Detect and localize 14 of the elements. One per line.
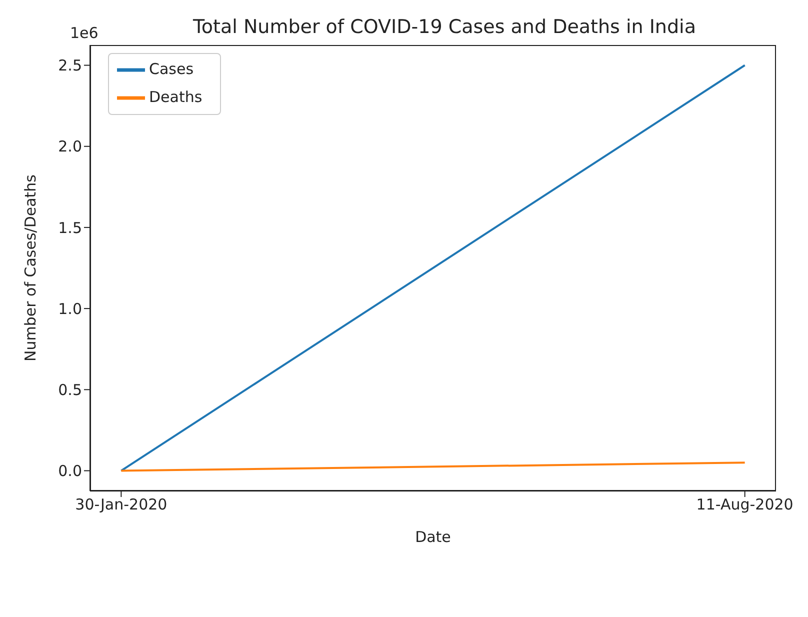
x-tick-label: 30-Jan-2020: [75, 496, 168, 514]
legend-label: Cases: [149, 60, 194, 78]
y-tick-label: 1.0: [58, 300, 82, 318]
y-tick-label: 0.5: [58, 380, 82, 399]
y-tick-label: 2.0: [58, 138, 82, 156]
x-tick-label: 11-Aug-2020: [696, 496, 794, 514]
x-axis-title: Date: [415, 528, 451, 546]
y-tick-label: 1.5: [58, 218, 82, 237]
legend-label: Deaths: [149, 88, 202, 106]
y-tick-label: 2.5: [58, 56, 82, 75]
y-tick-label: 0.0: [58, 462, 82, 480]
axis-multiplier: 1e6: [70, 24, 98, 42]
chart-title: Total Number of COVID-19 Cases and Deaths in India: [192, 16, 697, 38]
y-axis-title: Number of Cases/Deaths: [21, 174, 40, 362]
